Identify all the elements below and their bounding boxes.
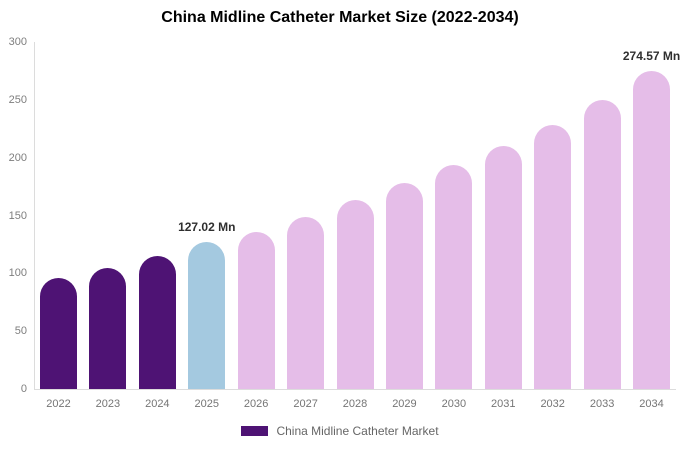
- y-axis-line: [34, 42, 35, 389]
- y-tick-label-250: 250: [8, 93, 27, 106]
- legend[interactable]: China Midline Catheter Market: [0, 424, 680, 438]
- bar-2030: [435, 164, 473, 389]
- x-tick-label-2030: 2030: [441, 398, 467, 410]
- x-tick-label-2031: 2031: [491, 398, 516, 410]
- bar-2028: [336, 200, 374, 389]
- bar-2034: [633, 71, 671, 389]
- x-tick-label-2032: 2032: [540, 398, 565, 410]
- data-label-2025: 127.02 Mn: [178, 220, 236, 235]
- chart-title: China Midline Catheter Market Size (2022…: [161, 9, 519, 26]
- x-tick-label-2026: 2026: [243, 398, 269, 410]
- bar-2025: [188, 242, 226, 389]
- bar-2022: [40, 277, 77, 389]
- bar-2026: [237, 231, 275, 389]
- legend-label: China Midline Catheter Market: [276, 424, 439, 438]
- data-label-2034: 274.57 Mn: [622, 49, 680, 64]
- x-tick-label-2025: 2025: [194, 398, 219, 410]
- bar-2032: [534, 125, 572, 389]
- x-tick-label-2022: 2022: [46, 398, 71, 410]
- y-tick-label-300: 300: [8, 36, 27, 48]
- x-tick-label-2029: 2029: [392, 398, 417, 410]
- bar-2023: [89, 267, 127, 389]
- bar-2031: [484, 146, 522, 389]
- bar-2029: [385, 183, 423, 389]
- x-tick-label-2034: 2034: [639, 398, 664, 410]
- y-tick-label-100: 100: [8, 267, 27, 280]
- y-tick-label-150: 150: [8, 209, 27, 222]
- x-tick-label-2028: 2028: [342, 398, 368, 410]
- y-tick-label-0: 0: [20, 383, 27, 395]
- x-tick-label-2024: 2024: [145, 398, 170, 410]
- bar-2027: [287, 216, 325, 389]
- x-tick-label-2023: 2023: [95, 398, 121, 410]
- x-axis-line: [34, 389, 676, 390]
- x-tick-label-2033: 2033: [589, 398, 615, 410]
- x-tick-label-2027: 2027: [293, 398, 318, 410]
- bar-2024: [138, 255, 176, 389]
- legend-swatch-icon: [241, 426, 269, 436]
- bar-2033: [583, 99, 621, 389]
- y-tick-label-200: 200: [8, 151, 27, 164]
- y-tick-label-50: 50: [14, 325, 27, 338]
